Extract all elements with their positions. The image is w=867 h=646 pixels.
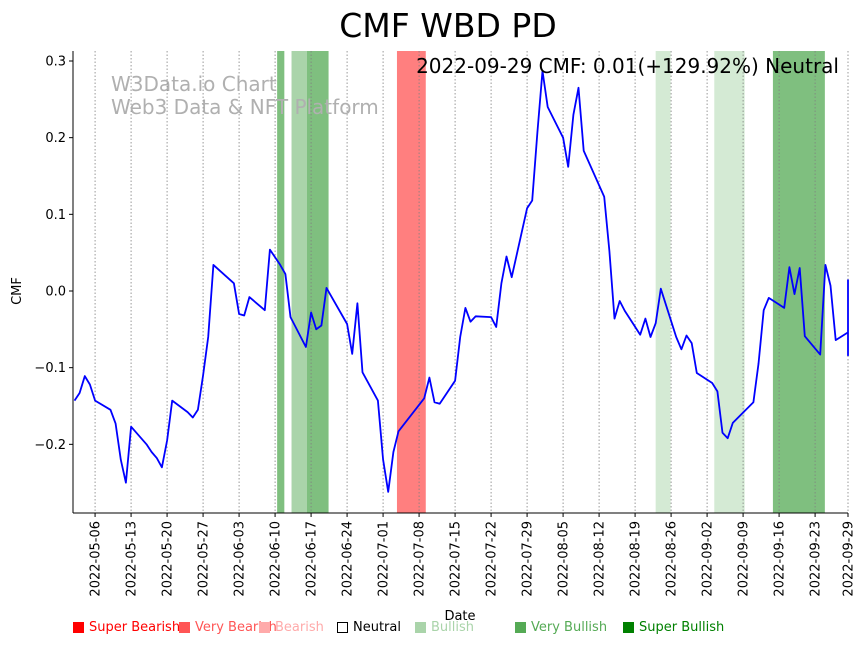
x-tick-label: 2022-05-20 [161, 521, 176, 597]
x-tick-label: 2022-08-05 [557, 521, 572, 597]
watermark-line-2: Web3 Data & NFT Platform [111, 95, 379, 119]
legend-swatch [179, 622, 190, 633]
x-tick-label: 2022-07-01 [377, 521, 392, 597]
y-tick-label: −0.2 [34, 438, 66, 453]
band-bullish [655, 51, 671, 513]
x-tick-label: 2022-06-10 [269, 521, 284, 597]
series-line-cmf [73, 70, 849, 493]
legend-label: Super Bearish [89, 620, 181, 635]
legend-label: Super Bullish [639, 620, 725, 635]
legend-swatch [337, 622, 348, 633]
x-tick-label: 2022-06-24 [341, 521, 356, 597]
band-very-bearish [396, 51, 426, 513]
legend-label: Very Bearish [195, 620, 277, 635]
x-tick-label: 2022-08-26 [665, 521, 680, 597]
y-ticks: −0.2 −0.1 0.0 0.1 0.2 0.3 [34, 54, 73, 453]
y-tick-label: −0.1 [34, 361, 66, 376]
watermark: W3Data.io Chart Web3 Data & NFT Platform [111, 72, 379, 119]
legend-swatch [623, 622, 634, 633]
latest-value-annotation: 2022-09-29 CMF: 0.01(+129.92%) Neutral [416, 54, 839, 78]
y-tick-label: 0.2 [45, 131, 66, 146]
x-tick-label: 2022-08-19 [629, 521, 644, 597]
legend-swatch [515, 622, 526, 633]
x-tick-label: 2022-06-17 [305, 521, 320, 597]
x-tick-label: 2022-05-06 [89, 521, 104, 597]
chart-title: CMF WBD PD [339, 6, 556, 45]
legend-item-super-bullish: Super Bullish [623, 620, 724, 635]
x-tick-label: 2022-07-08 [413, 521, 428, 597]
legend-item-bullish: Bullish [415, 620, 474, 635]
legend-label: Bullish [431, 620, 475, 635]
legend-swatch [259, 622, 270, 633]
x-tick-label: 2022-06-03 [233, 521, 248, 597]
x-tick-label: 2022-07-22 [485, 521, 500, 597]
band-bullish [291, 51, 307, 513]
legend-item-super-bearish: Super Bearish [73, 620, 180, 635]
band-bullish [714, 51, 745, 513]
x-tick-label: 2022-08-12 [593, 521, 608, 597]
y-tick-label: 0.0 [45, 285, 66, 300]
band-very-bullish [277, 51, 285, 513]
legend-label: Bearish [275, 620, 324, 635]
legend-item-very-bearish: Very Bearish [179, 620, 277, 635]
x-axis-label: Date [444, 609, 475, 624]
x-tick-label: 2022-05-27 [197, 521, 212, 597]
x-tick-label: 2022-09-29 [842, 521, 857, 597]
x-tick-label: 2022-09-09 [737, 521, 752, 597]
x-tick-label: 2022-09-16 [773, 521, 788, 597]
legend-swatch [73, 622, 84, 633]
y-tick-label: 0.3 [45, 54, 66, 69]
signal-bands [277, 51, 825, 513]
legend-label: Very Bullish [531, 620, 608, 635]
x-tick-label: 2022-09-23 [809, 521, 824, 597]
legend-item-bearish: Bearish [259, 620, 324, 635]
x-ticks: 2022-05-06 2022-05-13 2022-05-20 2022-05-27… [89, 513, 857, 597]
legend-item-neutral: Neutral [337, 620, 401, 635]
legend-label: Neutral [353, 620, 401, 635]
x-tick-label: 2022-07-15 [449, 521, 464, 597]
x-gridlines [94, 51, 849, 513]
band-very-bullish [306, 51, 329, 513]
x-tick-label: 2022-05-13 [125, 521, 140, 597]
y-axis-label: CMF [10, 277, 25, 305]
watermark-line-1: W3Data.io Chart [111, 72, 277, 96]
legend-swatch [415, 622, 426, 633]
legend-item-very-bullish: Very Bullish [515, 620, 607, 635]
x-tick-label: 2022-09-02 [701, 521, 716, 597]
band-very-bullish [772, 51, 825, 513]
axes [72, 51, 848, 514]
x-tick-label: 2022-07-29 [521, 521, 536, 597]
y-tick-label: 0.1 [45, 208, 66, 223]
